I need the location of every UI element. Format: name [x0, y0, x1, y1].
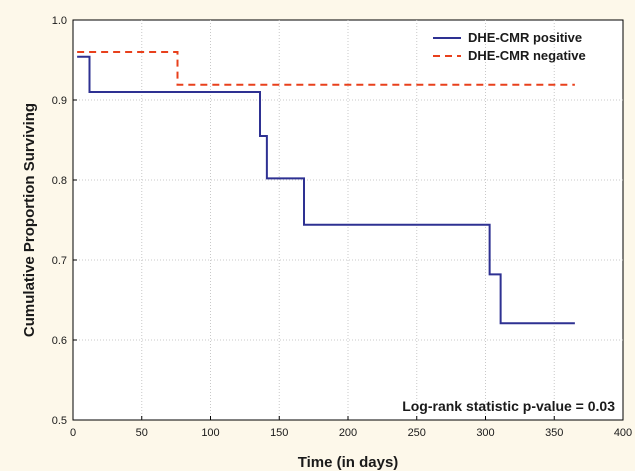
x-axis-ticks: 0 50 100 150 200 250 300 350 400: [70, 416, 632, 439]
x-tick-label: 100: [201, 427, 219, 439]
legend: DHE-CMR positive DHE-CMR negative: [433, 30, 586, 63]
series-line-positive: [77, 55, 575, 325]
p-value-annotation: Log-rank statistic p-value = 0.03: [402, 398, 615, 414]
y-tick-label: 0.6: [52, 335, 67, 347]
gridlines: [73, 20, 623, 420]
x-tick-label: 400: [614, 427, 632, 439]
x-tick-label: 300: [476, 427, 494, 439]
legend-label-negative: DHE-CMR negative: [468, 48, 586, 63]
legend-label-positive: DHE-CMR positive: [468, 30, 582, 45]
y-axis-title: Cumulative Proportion Surviving: [21, 103, 38, 337]
x-axis-title: Time (in days): [298, 454, 399, 471]
x-tick-label: 200: [339, 427, 357, 439]
x-tick-label: 350: [545, 427, 563, 439]
y-tick-label: 1.0: [52, 15, 67, 27]
x-tick-label: 250: [408, 427, 426, 439]
x-tick-label: 150: [270, 427, 288, 439]
y-tick-label: 0.7: [52, 255, 67, 267]
x-tick-label: 0: [70, 427, 76, 439]
y-axis-ticks: 0.5 0.6 0.7 0.8 0.9 1.0: [52, 15, 77, 427]
y-tick-label: 0.8: [52, 175, 67, 187]
y-tick-label: 0.9: [52, 95, 67, 107]
series-line-negative: [77, 51, 575, 86]
series-lines: [77, 51, 575, 325]
y-tick-label: 0.5: [52, 415, 67, 427]
x-tick-label: 50: [136, 427, 148, 439]
